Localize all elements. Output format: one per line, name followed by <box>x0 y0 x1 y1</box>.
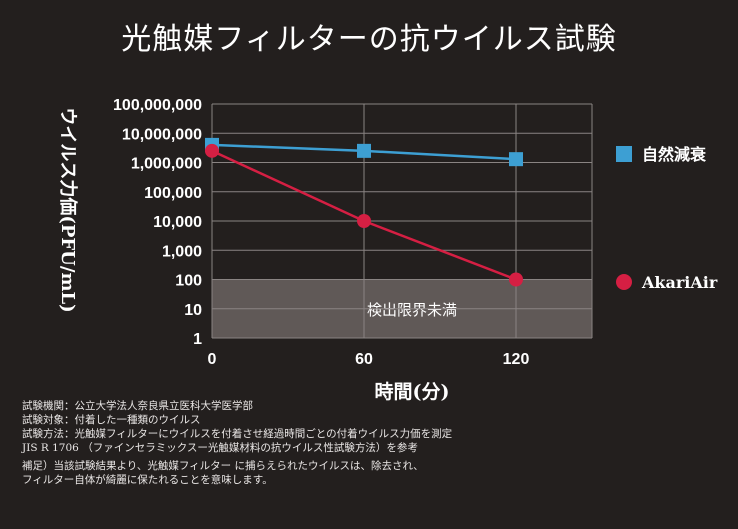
note-institution: 試験機関：公立大学法人奈良県立医科大学医学部 <box>22 400 253 412</box>
data-point <box>509 152 523 167</box>
legend-label: 自然減衰 <box>642 145 707 164</box>
data-point <box>205 143 219 158</box>
y-tick-label: 10,000 <box>153 214 202 231</box>
y-tick-label: 100,000,000 <box>113 97 202 114</box>
legend-marker <box>616 146 632 162</box>
note-standard: JIS R 1706 （ファインセラミックスー光触媒材料の抗ウイルス性試験方法）… <box>22 442 418 454</box>
note-method: 試験方法：光触媒フィルターにウイルスを付着させ経過時間ごとの付着ウイルス力価を測… <box>22 428 453 440</box>
note-supplement-1: 補足）当該試験結果より、光触媒フィルター に捕らえられたウイルスは、除去され、 <box>22 460 424 472</box>
legend-label: AkariAir <box>641 273 718 292</box>
legend-marker <box>616 274 632 290</box>
y-tick-label: 1,000,000 <box>131 156 202 173</box>
y-tick-label: 10,000,000 <box>122 126 202 143</box>
y-tick-label: 100 <box>175 273 202 290</box>
x-tick-label: 120 <box>503 351 530 368</box>
data-point <box>357 214 371 228</box>
test-notes: 試験機関：公立大学法人奈良県立医科大学医学部 試験対象：付着した一種類のウイルス… <box>22 399 722 487</box>
data-point <box>509 272 523 287</box>
note-target: 試験対象：付着した一種類のウイルス <box>22 414 201 426</box>
x-tick-label: 0 <box>208 351 217 368</box>
y-axis-label: ウイルス力価(PFU/mL) <box>57 107 79 312</box>
x-tick-label: 60 <box>355 351 373 368</box>
y-tick-label: 1,000 <box>162 243 202 260</box>
x-axis-label: 時間(分) <box>375 381 450 403</box>
detection-limit-label: 検出限界未満 <box>367 301 457 319</box>
y-tick-label: 100,000 <box>144 185 202 202</box>
y-tick-label: 1 <box>193 331 202 348</box>
data-point <box>357 143 371 158</box>
y-tick-label: 10 <box>184 302 202 319</box>
page-title: 光触媒フィルターの抗ウイルス試験 <box>121 22 617 57</box>
note-supplement-2: フィルター自体が綺麗に保たれることを意味します。 <box>22 474 273 486</box>
